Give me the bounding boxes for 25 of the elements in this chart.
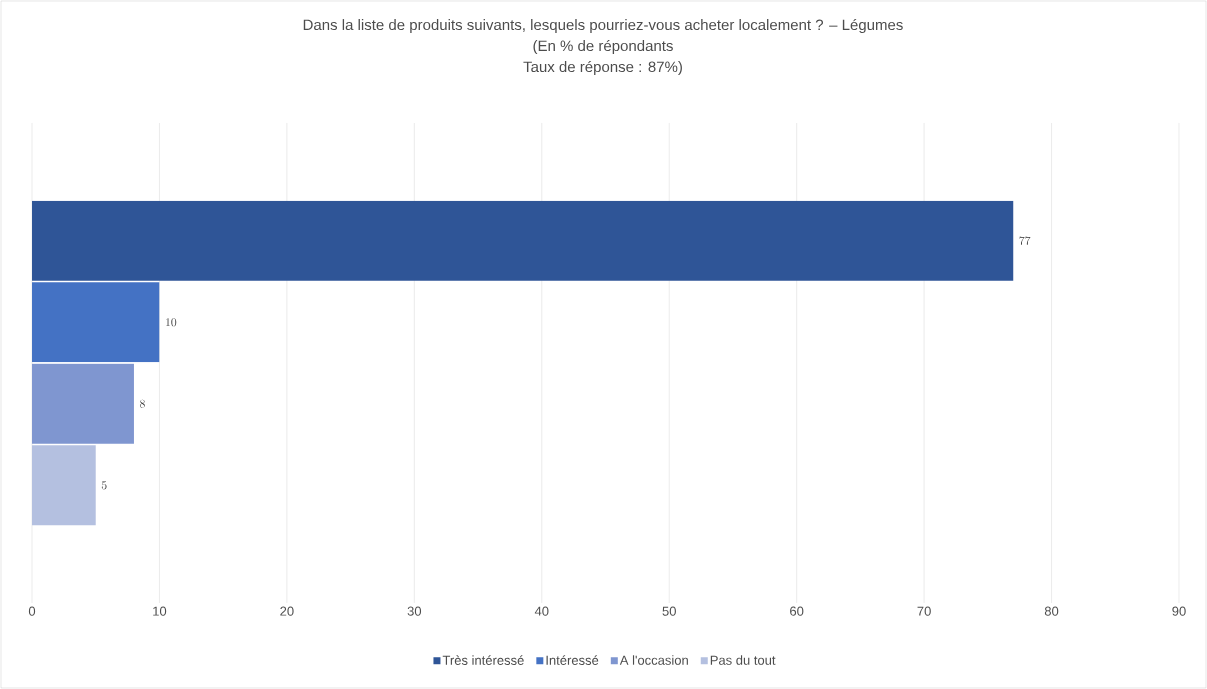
- chart-title: Dans la liste de produits suivants, lesquels pourriez-vous acheter localement ? – Légumes: [303, 18, 903, 34]
- legend-label: Intéressé: [546, 655, 599, 665]
- bar: [32, 282, 160, 363]
- x-tick-label: 60: [790, 606, 804, 616]
- data-label: 10: [166, 318, 177, 327]
- data-label: 77: [1019, 236, 1031, 245]
- x-tick-label: 50: [662, 606, 676, 616]
- x-tick-label: 20: [280, 606, 294, 616]
- x-tick-label: 90: [1172, 606, 1186, 616]
- x-tick-label: 30: [407, 606, 422, 616]
- x-tick-label: 0: [28, 606, 36, 616]
- legend-label: Pas du tout: [710, 655, 776, 665]
- data-label: 8: [139, 399, 145, 408]
- bar: [32, 445, 96, 526]
- x-tick-label: 10: [153, 606, 167, 616]
- chart-subtitle: (En % de répondants: [533, 39, 673, 55]
- text: Taux de réponse : 87%): [523, 60, 682, 76]
- data-label: 5: [101, 481, 107, 490]
- x-tick-label: 70: [917, 606, 931, 616]
- x-tick-label: 40: [534, 606, 549, 616]
- x-tick-label: 80: [1044, 606, 1059, 616]
- bar: [32, 363, 134, 444]
- bar: [32, 200, 1014, 281]
- legend-label: Très intéressé: [442, 655, 524, 665]
- legend-label: A l'occasion: [619, 655, 688, 665]
